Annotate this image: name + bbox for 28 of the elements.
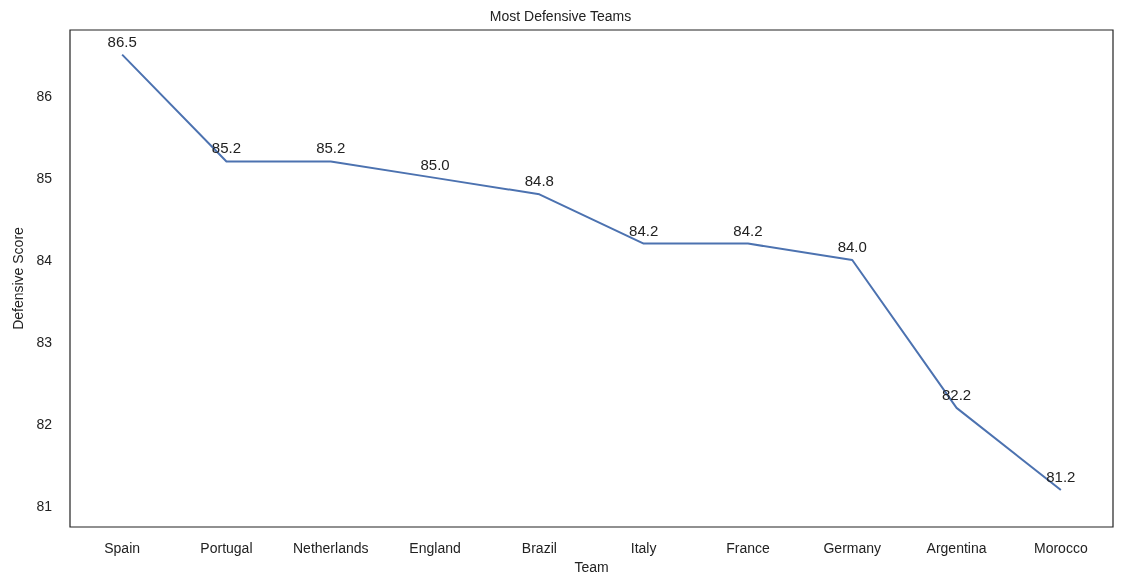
x-tick-label: Morocco: [1034, 540, 1088, 556]
data-label: 85.2: [316, 139, 346, 157]
data-label: 81.2: [1046, 468, 1076, 486]
y-tick-label: 83: [36, 334, 53, 351]
chart-title: Most Defensive Teams: [489, 8, 632, 24]
x-axis-title: Team: [574, 558, 609, 575]
y-tick-label: 81: [36, 498, 53, 515]
y-tick-label: 85: [36, 169, 53, 186]
x-tick-label: Brazil: [521, 540, 557, 556]
data-label: 86.5: [107, 32, 137, 50]
x-tick-label: France: [726, 540, 770, 556]
x-tick-label: Italy: [630, 540, 657, 556]
data-label: 84.0: [837, 238, 867, 256]
y-axis-title: Defensive Score: [10, 226, 26, 330]
x-tick-label: Netherlands: [293, 540, 369, 556]
data-label: 84.2: [733, 221, 763, 239]
data-label: 85.2: [211, 139, 242, 157]
y-tick-label: 84: [36, 252, 53, 269]
x-tick-label: Argentina: [926, 540, 987, 556]
x-tick-label: Portugal: [200, 540, 253, 556]
data-label: 84.8: [524, 172, 554, 190]
x-tick-label: England: [409, 540, 461, 556]
data-label: 84.2: [629, 221, 659, 239]
data-label: 85.0: [420, 155, 450, 173]
y-tick-label: 82: [36, 416, 53, 433]
y-tick-label: 86: [36, 87, 53, 104]
x-tick-label: Spain: [104, 540, 141, 556]
x-tick-label: Germany: [823, 540, 882, 556]
